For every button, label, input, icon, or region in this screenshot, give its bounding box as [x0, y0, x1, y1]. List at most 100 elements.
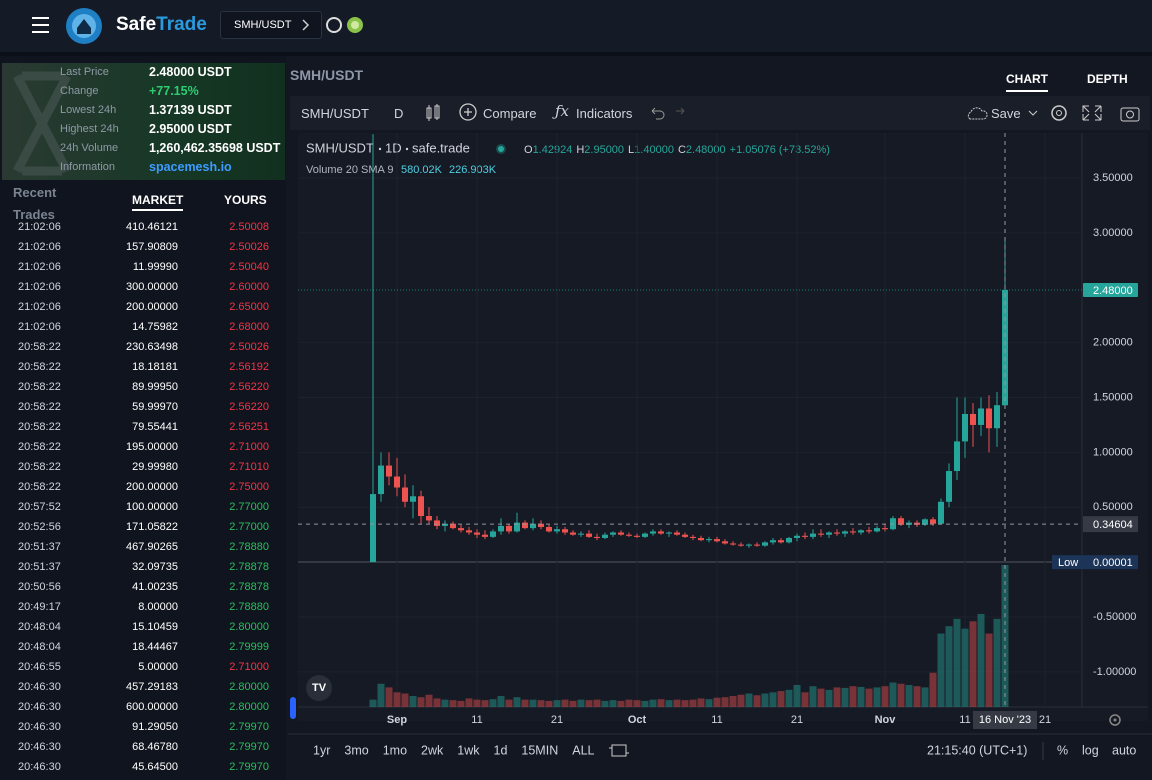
ohlc-value: 1.40000: [634, 144, 674, 156]
ohlc-key: O: [524, 144, 533, 156]
low-tag: [1052, 555, 1138, 570]
x-tick-label: 11: [959, 714, 970, 726]
cloud-icon[interactable]: [965, 105, 989, 121]
timeframe-button[interactable]: ALL: [572, 743, 594, 757]
replay-icon[interactable]: [609, 744, 629, 757]
candle-body: [530, 523, 536, 529]
trade-amount: 467.90265: [126, 541, 178, 553]
trade-amount: 18.18181: [132, 361, 178, 373]
candle-body: [834, 532, 840, 534]
volume-bar: [553, 700, 561, 707]
indicators-button[interactable]: Indicators: [576, 106, 633, 121]
save-button[interactable]: Save: [991, 106, 1021, 121]
scale-option[interactable]: %: [1057, 743, 1068, 757]
trade-time: 20:52:56: [18, 521, 61, 533]
trade-amount: 29.99980: [132, 461, 178, 473]
x-tick-label: 21: [1039, 714, 1051, 726]
timeframe-button[interactable]: 15MIN: [521, 743, 558, 757]
candle-body: [882, 528, 888, 530]
volume-bar: [433, 698, 441, 707]
fx-icon[interactable]: ƒx: [555, 102, 570, 120]
candle-type-icon[interactable]: [425, 104, 441, 122]
ohlc-value: 2.95000: [584, 144, 624, 156]
volume-bar: [617, 700, 625, 707]
scale-option[interactable]: log: [1082, 743, 1099, 757]
trade-time: 20:46:30: [18, 701, 61, 713]
volume-bar: [977, 613, 985, 707]
yours-tab[interactable]: YOURS: [224, 193, 267, 207]
trade-row: 20:49:17 8.00000 2.78880: [0, 597, 286, 617]
candle-body: [370, 494, 376, 563]
settings-icon[interactable]: [1109, 714, 1121, 726]
compare-button[interactable]: Compare: [483, 106, 537, 121]
trade-row: 21:02:06 14.75982 2.68000: [0, 317, 286, 337]
toolbar-icons[interactable]: [1027, 104, 1147, 124]
volume-bar: [873, 687, 881, 707]
interval-button[interactable]: D: [394, 106, 404, 121]
volume-bar: [745, 693, 753, 707]
volume-bar: [881, 686, 889, 707]
timeframe-button[interactable]: 2wk: [421, 743, 444, 757]
timeframe-button[interactable]: 1mo: [383, 743, 407, 757]
y-tick-label: 1.50000: [1093, 391, 1133, 403]
trade-time: 20:48:04: [18, 621, 61, 633]
candle-body: [962, 413, 968, 442]
chart-tab[interactable]: CHART: [1006, 72, 1048, 92]
volume-bar: [697, 698, 705, 707]
ohlc-value: 2.48000: [686, 144, 726, 156]
status-dot: [498, 146, 504, 152]
trade-time: 21:02:06: [18, 281, 61, 293]
candle-body: [898, 518, 904, 525]
info-value[interactable]: spacemesh.io: [149, 160, 232, 174]
candle-body: [930, 519, 936, 524]
symbol-button[interactable]: SMH/USDT: [301, 106, 369, 121]
volume-bar: [889, 682, 897, 707]
volume-bar: [449, 700, 457, 707]
trade-time: 20:50:56: [18, 581, 61, 593]
trade-time: 20:46:30: [18, 741, 61, 753]
trade-price: 2.50026: [229, 341, 269, 353]
chart-legend: SMH/USDT 1D safe.trade O1.42924 H2.95000 L…: [306, 140, 830, 175]
trade-price: 2.79999: [229, 641, 269, 653]
volume-bar: [897, 683, 905, 707]
menu-icon[interactable]: [30, 14, 52, 36]
volume-bar: [529, 699, 537, 707]
trade-row: 20:46:30 68.46780 2.79970: [0, 737, 286, 757]
trade-time: 20:48:04: [18, 641, 61, 653]
info-label: Highest 24h: [60, 123, 119, 135]
compare-icon[interactable]: [459, 103, 479, 123]
trade-price: 2.78880: [229, 541, 269, 553]
volume-bar: [961, 628, 969, 707]
scale-option[interactable]: auto: [1112, 743, 1136, 757]
trade-price: 2.80000: [229, 621, 269, 633]
info-value: 2.48000 USDT: [149, 65, 232, 79]
market-tab[interactable]: MARKET: [132, 193, 184, 211]
timeframe-button[interactable]: 3mo: [344, 743, 368, 757]
svg-text:TV: TV: [312, 682, 327, 694]
candle-body: [858, 530, 864, 533]
legend-interval: 1D: [385, 140, 402, 155]
volume-bar: [841, 687, 849, 707]
chart-panel-title: SMH/USDT: [290, 67, 364, 83]
volume-bar: [777, 691, 785, 707]
crosshair-y-tag: [1083, 516, 1138, 533]
volume-bar: [585, 700, 593, 707]
volume-bar: [457, 700, 465, 707]
trade-price: 2.71000: [229, 441, 269, 453]
x-tick-label: Sep: [387, 714, 407, 726]
candle-body: [474, 532, 480, 535]
trade-row: 20:58:22 59.99970 2.56220: [0, 397, 286, 417]
trade-row: 20:50:56 41.00235 2.78878: [0, 577, 286, 597]
timeframe-button[interactable]: 1wk: [457, 743, 480, 757]
undo-redo[interactable]: [648, 105, 688, 121]
scroll-handle[interactable]: [290, 697, 296, 719]
candle-body: [778, 540, 784, 543]
depth-tab[interactable]: DEPTH: [1087, 72, 1128, 86]
timeframe-button[interactable]: 1yr: [313, 743, 330, 757]
volume-bar: [993, 618, 1001, 707]
timeframe-button[interactable]: 1d: [494, 743, 508, 757]
volume-bar: [497, 695, 505, 707]
candle-body: [410, 496, 416, 502]
pair-selector[interactable]: SMH/USDT: [220, 11, 322, 39]
logo[interactable]: [64, 6, 104, 46]
